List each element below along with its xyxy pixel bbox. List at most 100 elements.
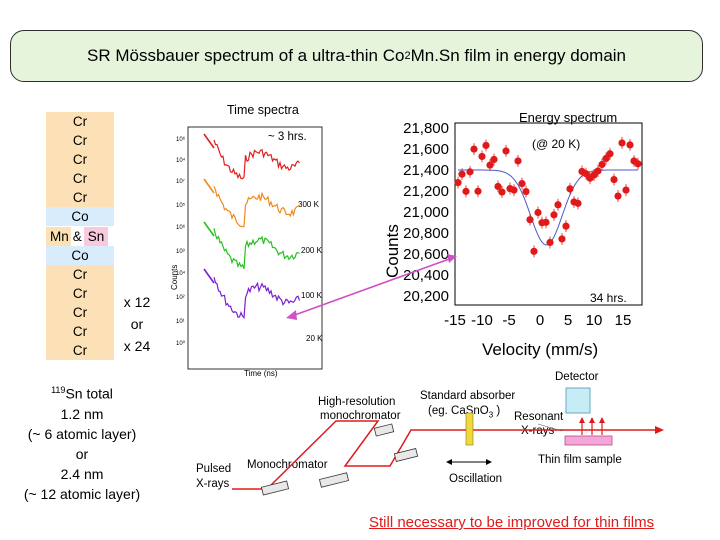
energy-point bbox=[558, 235, 566, 243]
energy-point bbox=[522, 187, 530, 196]
title-text-b: Mn.Sn film in energy domain bbox=[410, 46, 627, 65]
energy-points-group bbox=[454, 136, 642, 258]
detector-icon bbox=[565, 387, 591, 414]
time-spectrum-curve bbox=[213, 277, 301, 320]
repeat-a: x 12 bbox=[123, 294, 151, 310]
temp-20: 20 K bbox=[306, 334, 323, 343]
energy-plot-frame bbox=[454, 122, 643, 306]
layer-cr: Cr bbox=[46, 169, 114, 188]
thin-film-label: Thin film sample bbox=[538, 454, 622, 466]
sn-thickness-a: 1.2 nm bbox=[60, 405, 104, 422]
ytick: 20,800 bbox=[403, 225, 449, 242]
energy-point bbox=[478, 152, 486, 161]
layer-mn-sn: Mn & Sn bbox=[46, 227, 114, 246]
layer-co: Co bbox=[46, 207, 114, 226]
energy-condition: (@ 20 K) bbox=[532, 137, 581, 151]
energy-point bbox=[454, 179, 462, 187]
ytick: 10⁵ bbox=[176, 203, 186, 209]
layer-cr: Cr bbox=[46, 322, 114, 341]
layer-cr: Cr bbox=[46, 303, 114, 322]
layer-cr: Cr bbox=[46, 341, 114, 360]
beam-arrow-icon bbox=[655, 426, 664, 434]
temp-200: 200 K bbox=[301, 246, 322, 255]
monochromator-crystal-2 bbox=[318, 472, 350, 488]
oscillation-arrow-right-icon bbox=[486, 459, 492, 465]
sn-thickness-b: 2.4 nm bbox=[60, 465, 104, 482]
sn-layers-b: (~ 12 atomic layer) bbox=[23, 485, 141, 502]
energy-point bbox=[490, 155, 498, 164]
energy-point bbox=[542, 218, 550, 226]
layer-cr: Cr bbox=[46, 150, 114, 169]
energy-point bbox=[502, 147, 510, 155]
ytick: 20,600 bbox=[403, 246, 449, 263]
time-plot-frame bbox=[187, 126, 323, 370]
layer-co: Co bbox=[46, 246, 114, 265]
layer-cr: Cr bbox=[46, 284, 114, 303]
resonant-arrow-heads bbox=[579, 417, 605, 423]
arrow-head-left bbox=[286, 310, 297, 320]
layer-cr: Cr bbox=[46, 131, 114, 150]
standard-absorber bbox=[465, 412, 474, 446]
energy-point bbox=[494, 182, 502, 191]
xtick: -15 bbox=[444, 312, 466, 329]
time-spectra-title: Time spectra bbox=[227, 103, 299, 117]
energy-point bbox=[594, 167, 602, 175]
pulsed-label: Pulsed bbox=[196, 463, 232, 475]
energy-xlabel: Velocity (mm/s) bbox=[482, 340, 599, 359]
energy-duration: 34 hrs. bbox=[590, 291, 627, 305]
oscillation-arrow-left-icon bbox=[446, 459, 452, 465]
temp-300: 300 K bbox=[298, 200, 319, 209]
time-spectra-duration: ~ 3 hrs. bbox=[268, 131, 307, 143]
std-subscript: 3 bbox=[488, 410, 494, 420]
layer-cr: Cr bbox=[46, 265, 114, 284]
std-absorber-label: Standard absorber bbox=[420, 390, 516, 402]
repeat-b: x 24 bbox=[123, 338, 151, 354]
hrm-label-2: monochromator bbox=[320, 410, 401, 422]
ytick: 10² bbox=[176, 295, 185, 301]
detector-label: Detector bbox=[555, 371, 599, 383]
amp-label: & bbox=[72, 229, 82, 244]
mn-label: Mn bbox=[46, 227, 71, 246]
ytick: 21,400 bbox=[403, 162, 449, 179]
energy-point bbox=[566, 185, 574, 193]
energy-point bbox=[462, 187, 470, 195]
resonant-label: Resonant bbox=[514, 411, 564, 423]
resonant-xrays-label: X-rays bbox=[521, 425, 555, 437]
title-text-a: SR Mössbauer spectrum of a ultra-thin Co bbox=[86, 46, 405, 65]
energy-point bbox=[510, 186, 518, 194]
time-spectrum-peak bbox=[203, 268, 215, 284]
ytick: 10⁴ bbox=[176, 158, 186, 164]
energy-point bbox=[610, 175, 618, 184]
ytick: 10¹ bbox=[176, 319, 185, 325]
sn-total: Sn total bbox=[65, 385, 113, 402]
ytick: 21,200 bbox=[403, 183, 449, 200]
title-subscript: 2 bbox=[404, 50, 411, 62]
energy-point bbox=[598, 160, 606, 169]
energy-point bbox=[514, 157, 522, 165]
std-example-text: (eg. CaSnO bbox=[428, 405, 489, 417]
sn-label: Sn bbox=[83, 227, 109, 246]
energy-point bbox=[606, 150, 614, 158]
sn-isotope: 119 bbox=[51, 385, 66, 395]
energy-point bbox=[518, 179, 526, 188]
sn-layers-a: (~ 6 atomic layer) bbox=[27, 425, 137, 442]
energy-point bbox=[526, 216, 534, 224]
time-spectrum-peak bbox=[203, 133, 215, 149]
improvement-note: Still necessary to be improved for thin … bbox=[369, 514, 655, 531]
ytick: 10⁶ bbox=[176, 225, 186, 231]
ytick: 21,000 bbox=[403, 204, 449, 221]
ytick: 10⁶ bbox=[176, 137, 186, 143]
energy-title: Energy spectrum bbox=[519, 110, 618, 125]
energy-point bbox=[554, 201, 562, 209]
ytick: 10⁴ bbox=[176, 271, 186, 277]
time-series-group bbox=[203, 133, 301, 320]
oscillation-label: Oscillation bbox=[449, 473, 503, 485]
xtick: -5 bbox=[502, 312, 516, 329]
energy-point bbox=[486, 161, 494, 169]
layer-cr: Cr bbox=[46, 188, 114, 207]
energy-point bbox=[550, 211, 558, 219]
time-spectrum-curve bbox=[213, 228, 300, 270]
ytick: 21,600 bbox=[403, 141, 449, 158]
energy-point bbox=[498, 188, 506, 196]
